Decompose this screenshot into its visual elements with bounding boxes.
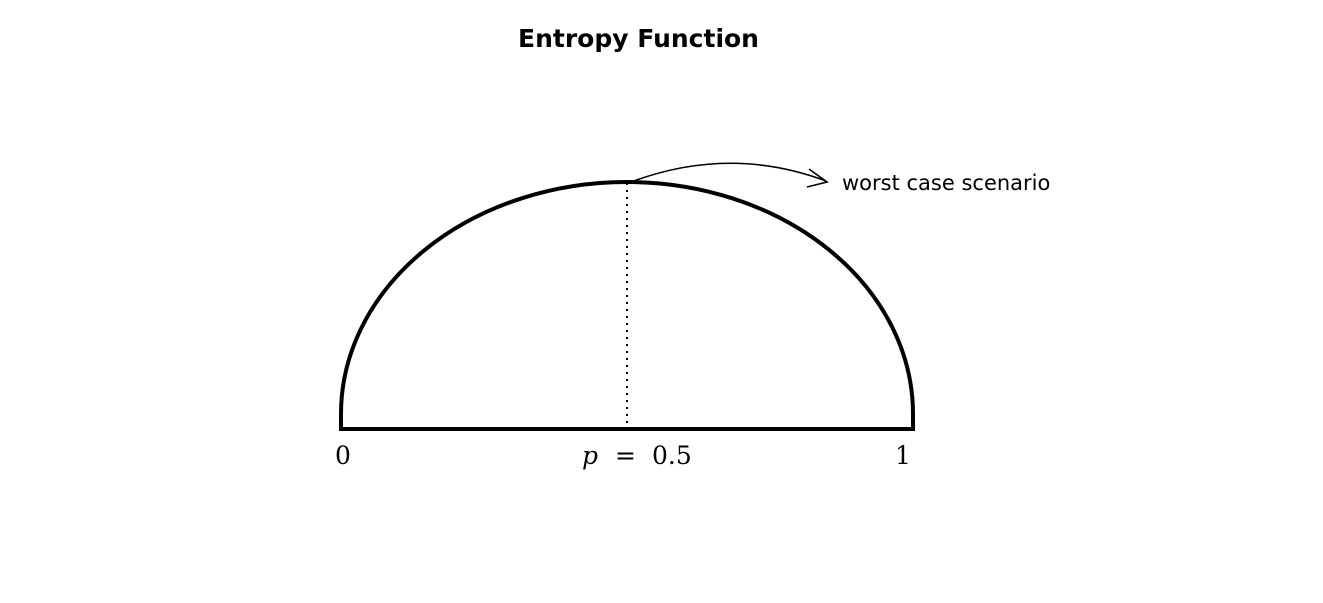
annotation-arrow <box>630 162 827 183</box>
axis-label-one: 1 <box>895 441 911 470</box>
axis-label-midpoint: p = 0.5 <box>582 441 692 470</box>
midpoint-equals: = <box>615 441 636 470</box>
entropy-curve <box>339 180 915 428</box>
arrowhead-icon <box>806 168 829 188</box>
midpoint-variable: p <box>582 441 598 470</box>
midpoint-value: 0.5 <box>652 441 692 470</box>
annotation-label: worst case scenario <box>842 171 1050 195</box>
axis-label-zero: 0 <box>335 441 351 470</box>
diagram-title: Entropy Function <box>518 24 759 53</box>
